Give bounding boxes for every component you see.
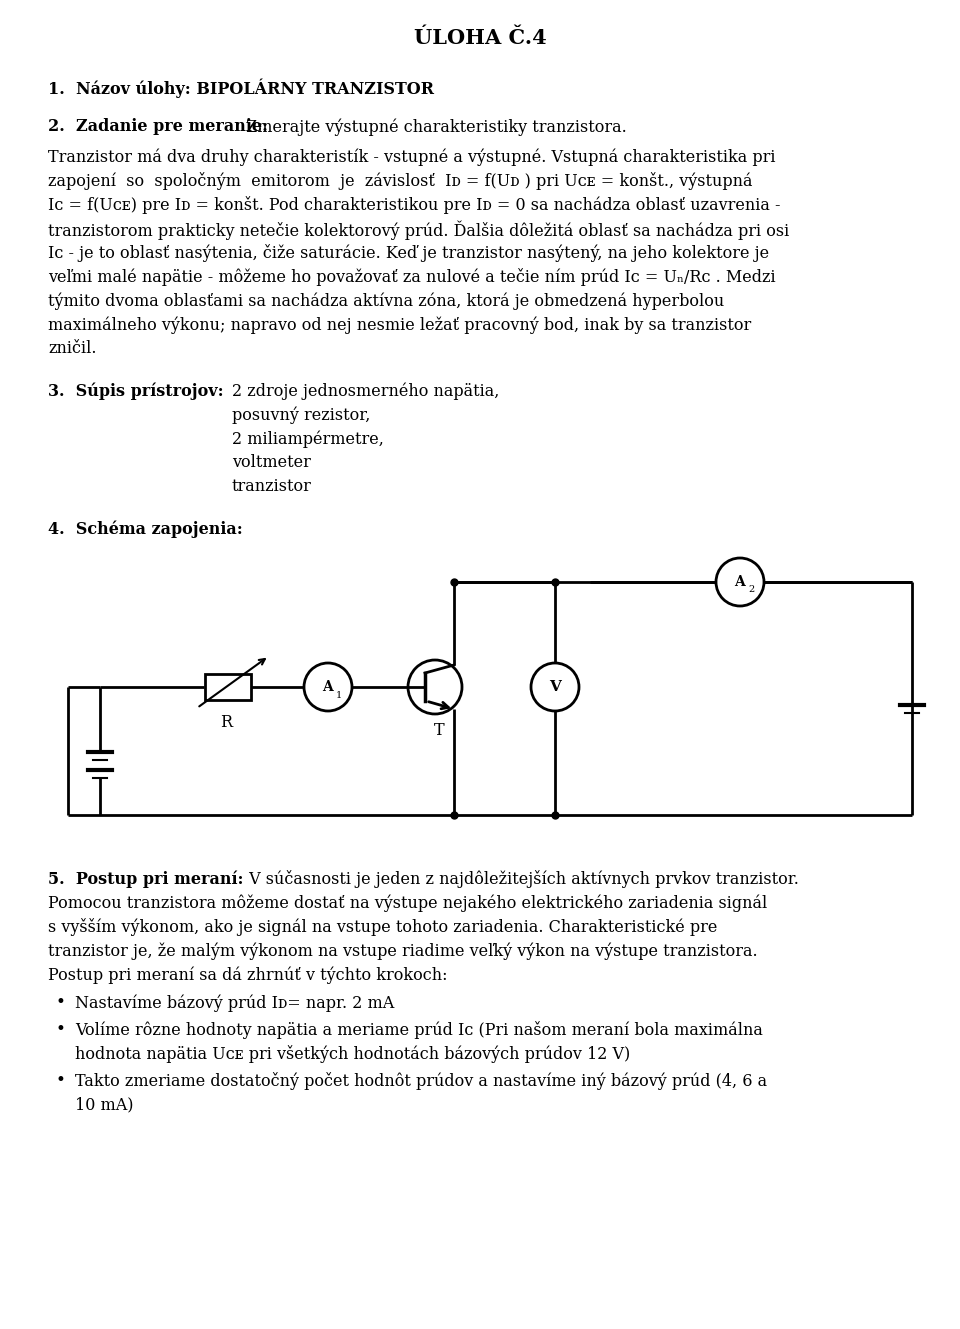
Text: ÚLOHA Č.4: ÚLOHA Č.4 xyxy=(414,28,546,48)
Text: 2.  Zadanie pre meranie:: 2. Zadanie pre meranie: xyxy=(48,118,268,136)
Text: •: • xyxy=(56,1021,66,1038)
Text: Postup pri meraní sa dá zhrnúť v týchto krokoch:: Postup pri meraní sa dá zhrnúť v týchto … xyxy=(48,966,447,983)
Text: •: • xyxy=(56,1073,66,1088)
Text: tranzistor je, že malým výkonom na vstupe riadime veľký výkon na výstupe tranzis: tranzistor je, že malým výkonom na vstup… xyxy=(48,942,757,960)
Bar xyxy=(205,674,251,700)
Text: tranzistorom prakticky netečie kolektorový prúd. Ďalšia dôležitá oblasť sa nachá: tranzistorom prakticky netečie kolektoro… xyxy=(48,221,789,239)
Text: V: V xyxy=(549,680,561,694)
Text: A: A xyxy=(322,680,332,694)
Text: tranzistor: tranzistor xyxy=(232,478,312,494)
Text: T: T xyxy=(434,722,444,739)
Text: s vyšším výkonom, ako je signál na vstupe tohoto zariadenia. Charakteristické pr: s vyšším výkonom, ako je signál na vstup… xyxy=(48,918,717,936)
Text: •: • xyxy=(56,994,66,1011)
Text: R: R xyxy=(220,714,232,731)
Text: Iᴄ - je to oblasť nasýtenia, čiže saturácie. Keď je tranzistor nasýtený, na jeho: Iᴄ - je to oblasť nasýtenia, čiže saturá… xyxy=(48,245,769,262)
Text: 2: 2 xyxy=(748,586,755,594)
Text: hodnota napätia Uᴄᴇ pri všetkých hodnotách bázových prúdov 12 V): hodnota napätia Uᴄᴇ pri všetkých hodnotá… xyxy=(75,1045,631,1063)
Text: 3.  Súpis prístrojov:: 3. Súpis prístrojov: xyxy=(48,381,224,400)
Text: 1.  Názov úlohy: BIPOLÁRNY TRANZISTOR: 1. Názov úlohy: BIPOLÁRNY TRANZISTOR xyxy=(48,78,434,97)
Text: zničil.: zničil. xyxy=(48,340,97,358)
Text: 5.  Postup pri meraní:: 5. Postup pri meraní: xyxy=(48,870,244,888)
Text: Tranzistor má dva druhy charakteristík - vstupné a výstupné. Vstupná charakteris: Tranzistor má dva druhy charakteristík -… xyxy=(48,148,776,166)
Text: Takto zmeriame dostatočný počet hodnôt prúdov a nastavíme iný bázový prúd (4, 6 : Takto zmeriame dostatočný počet hodnôt p… xyxy=(75,1073,767,1090)
Text: voltmeter: voltmeter xyxy=(232,455,311,470)
Text: 4.  Schéma zapojenia:: 4. Schéma zapojenia: xyxy=(48,520,243,537)
Text: posuvný rezistor,: posuvný rezistor, xyxy=(232,405,371,424)
Text: Pomocou tranzistora môžeme dostať na výstupe nejakého elektrického zariadenia si: Pomocou tranzistora môžeme dostať na výs… xyxy=(48,894,767,912)
Text: veľmi malé napätie - môžeme ho považovať za nulové a tečie ním prúd Iᴄ = Uₙ/Rᴄ .: veľmi malé napätie - môžeme ho považovať… xyxy=(48,268,776,286)
Text: Nastavíme bázový prúd Iᴅ= napr. 2 mA: Nastavíme bázový prúd Iᴅ= napr. 2 mA xyxy=(75,994,395,1011)
Text: zapojení  so  spoločným  emitorom  je  závislosť  Iᴅ = f(Uᴅ ) pri Uᴄᴇ = konšt., : zapojení so spoločným emitorom je závisl… xyxy=(48,171,753,190)
Text: 2 zdroje jednosmerného napätia,: 2 zdroje jednosmerného napätia, xyxy=(232,381,499,400)
Text: 1: 1 xyxy=(336,691,343,699)
Text: V súčasnosti je jeden z najdôležitejších aktívnych prvkov tranzistor.: V súčasnosti je jeden z najdôležitejších… xyxy=(244,870,799,888)
Text: Volíme rôzne hodnoty napätia a meriame prúd Iᴄ (Pri našom meraní bola maximálna: Volíme rôzne hodnoty napätia a meriame p… xyxy=(75,1021,763,1039)
Text: 10 mA): 10 mA) xyxy=(75,1096,133,1112)
Text: 2 miliampérmetre,: 2 miliampérmetre, xyxy=(232,431,384,448)
Text: A: A xyxy=(733,575,744,589)
Text: Zmerajte výstupné charakteristiky tranzistora.: Zmerajte výstupné charakteristiky tranzi… xyxy=(241,118,627,136)
Text: týmito dvoma oblasťami sa nachádza aktívna zóna, ktorá je obmedzená hyperbolou: týmito dvoma oblasťami sa nachádza aktív… xyxy=(48,292,724,310)
Text: maximálneho výkonu; napravo od nej nesmie ležať pracovný bod, inak by sa tranzis: maximálneho výkonu; napravo od nej nesmi… xyxy=(48,316,752,334)
Text: Iᴄ = f(Uᴄᴇ) pre Iᴅ = konšt. Pod charakteristikou pre Iᴅ = 0 sa nachádza oblasť u: Iᴄ = f(Uᴄᴇ) pre Iᴅ = konšt. Pod charakte… xyxy=(48,195,780,214)
